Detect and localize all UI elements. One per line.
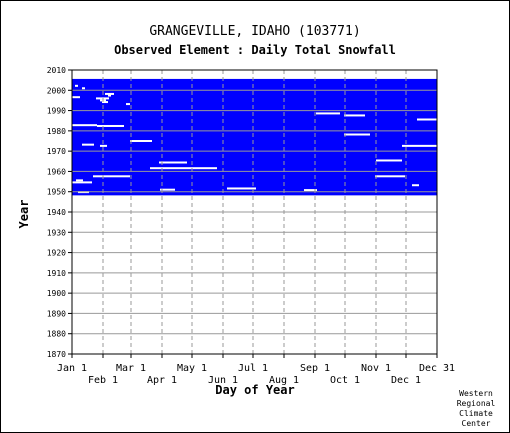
missing-data-segment — [402, 144, 437, 147]
missing-data-segment — [304, 189, 317, 192]
credit-line: Climate — [459, 409, 493, 418]
missing-data-segment — [159, 161, 187, 164]
x-tick-label-lower: Jun 1 — [208, 375, 238, 386]
y-tick-label: 2000 — [47, 86, 66, 95]
chart-subtitle: Observed Element : Daily Total Snowfall — [114, 43, 396, 57]
y-tick-label: 1890 — [47, 309, 66, 318]
missing-data-segment — [376, 159, 402, 162]
missing-data-segment — [150, 167, 217, 170]
missing-data-segment — [82, 87, 85, 90]
missing-data-segment — [108, 94, 111, 97]
data-coverage-block — [72, 78, 437, 196]
missing-data-segment — [97, 124, 124, 127]
missing-data-segment — [72, 96, 80, 99]
x-tick-label-upper: Sep 1 — [300, 363, 330, 374]
y-tick-label: 1940 — [47, 208, 66, 217]
y-tick-label: 1900 — [47, 289, 66, 298]
credit-line: Center — [461, 419, 491, 428]
y-tick-label: 1960 — [47, 167, 66, 176]
x-tick-label-upper: Nov 1 — [361, 363, 391, 374]
missing-data-segment — [100, 144, 107, 147]
missing-data-segment — [75, 84, 78, 87]
missing-data-segment — [72, 124, 97, 127]
credit-text: Western Regional Climate Center — [452, 389, 500, 429]
missing-data-segment — [130, 140, 152, 142]
missing-data-segment — [82, 143, 94, 146]
missing-data-segment — [93, 175, 130, 178]
x-tick-label-lower: Dec 1 — [391, 375, 421, 386]
y-tick-label: 1870 — [47, 350, 66, 359]
missing-data-segment — [72, 181, 92, 184]
missing-data-segment — [126, 103, 130, 106]
missing-data-segment — [76, 179, 83, 182]
chart-title: GRANGEVILLE, IDAHO (103771) — [149, 24, 361, 39]
missing-data-segment — [412, 184, 419, 187]
y-tick-label: 1950 — [47, 188, 66, 197]
missing-data-segment — [344, 133, 370, 136]
y-tick-label: 1930 — [47, 228, 66, 237]
x-tick-label-lower: Feb 1 — [88, 375, 118, 386]
x-tick-label-upper: May 1 — [177, 363, 207, 374]
y-tick-label: 2010 — [47, 66, 66, 75]
y-tick-label: 1920 — [47, 249, 66, 258]
y-tick-label: 1990 — [47, 107, 66, 116]
y-tick-label: 1970 — [47, 147, 66, 156]
credit-line: Western — [459, 389, 493, 398]
x-axis-label: Day of Year — [215, 383, 295, 397]
y-tick-label: 1980 — [47, 127, 66, 136]
missing-data-segment — [375, 175, 405, 178]
x-tick-label-upper: Jan 1 — [57, 363, 87, 374]
x-tick-label-lower: Aug 1 — [269, 375, 299, 386]
plot-border — [71, 69, 438, 355]
missing-data-segment — [105, 92, 114, 95]
missing-data-segment — [344, 114, 365, 117]
credit-line: Regional — [456, 399, 496, 408]
x-tick-label-upper: Mar 1 — [116, 363, 146, 374]
y-axis-label: Year — [17, 199, 31, 229]
x-tick-label-lower: Apr 1 — [147, 375, 177, 386]
x-tick-label-upper: Dec 31 — [419, 363, 455, 374]
missing-data-segment — [160, 188, 175, 191]
y-tick-label: 1880 — [47, 330, 66, 339]
missing-data-segment — [316, 112, 340, 115]
missing-data-segment — [227, 187, 256, 190]
y-tick-label: 1910 — [47, 269, 66, 278]
x-tick-label-upper: Jul 1 — [238, 363, 268, 374]
x-tick-label-lower: Oct 1 — [330, 375, 360, 386]
missing-data-segment — [417, 118, 437, 121]
missing-data-segment — [102, 101, 108, 104]
